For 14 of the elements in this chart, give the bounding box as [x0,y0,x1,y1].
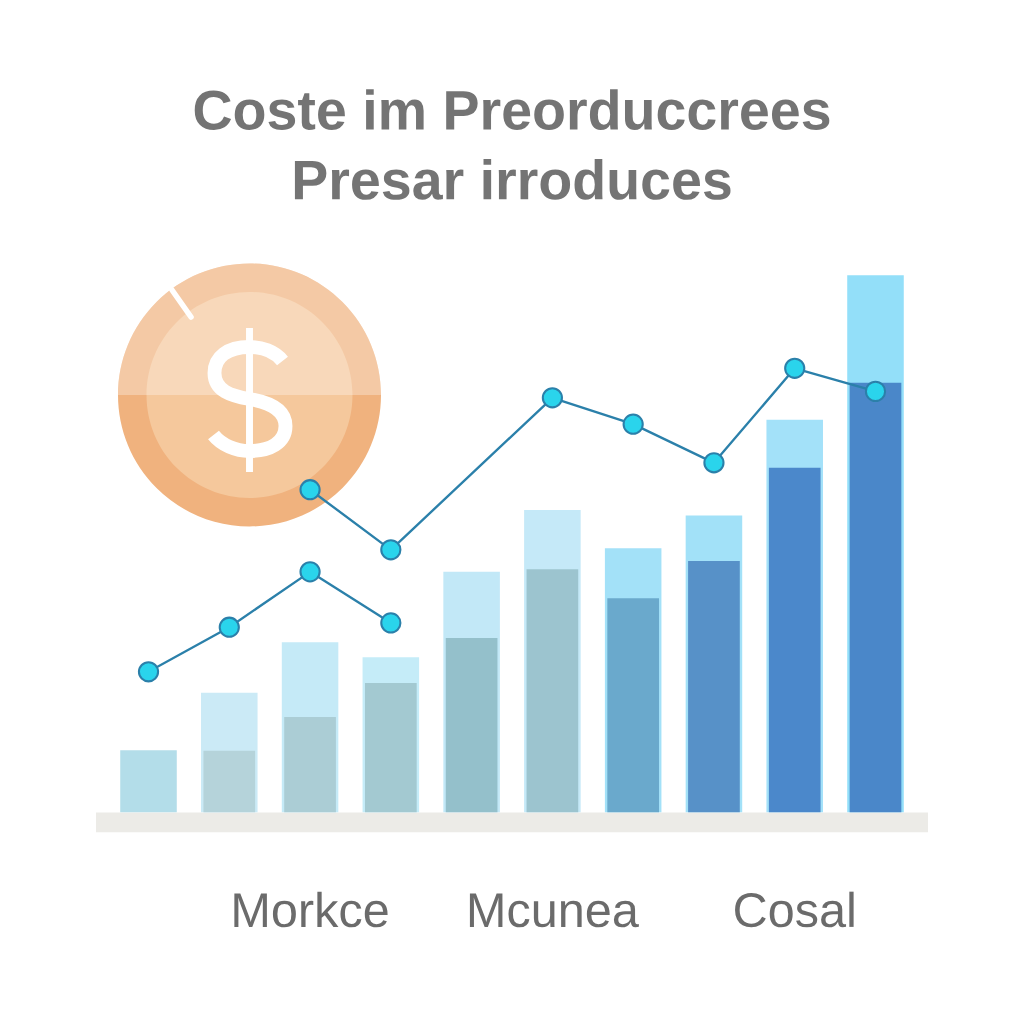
bar [120,750,177,813]
x-tick-label: Morkce [234,891,388,928]
bar [688,561,740,813]
bar [364,683,417,813]
bar [849,382,902,813]
chart-title: Coste im Preorduccrees Presar irroduces [194,89,830,200]
bar [203,750,256,813]
bar [284,716,336,813]
bar [445,637,498,813]
x-tick-label: Mcunea [469,893,639,928]
bar [607,598,660,813]
x-tick-label: Cosal [735,891,854,928]
bar [768,467,821,813]
bar [526,569,579,813]
